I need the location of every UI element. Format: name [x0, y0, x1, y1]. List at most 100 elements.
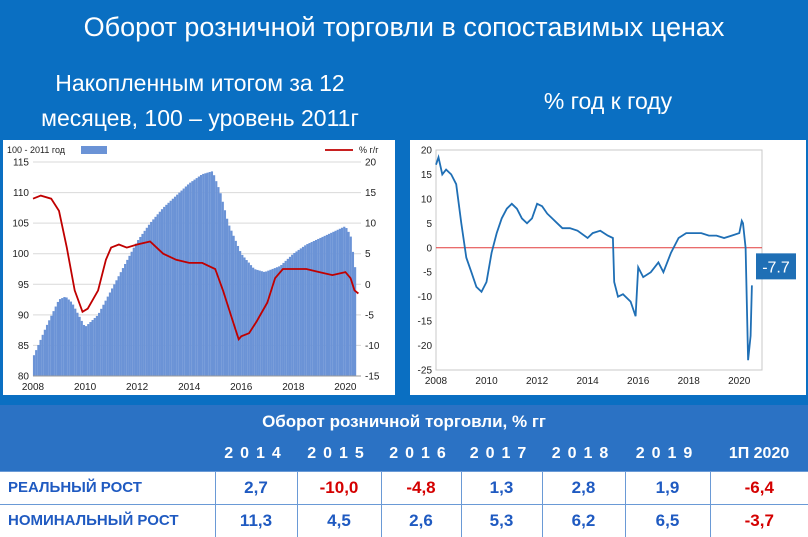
y-right-tick-label: -5: [365, 310, 374, 321]
bar: [191, 181, 194, 376]
table-cell: 6,5: [624, 503, 710, 537]
bar: [189, 182, 192, 376]
bar: [299, 248, 302, 376]
bar: [134, 243, 138, 376]
bar: [69, 301, 73, 376]
bar: [167, 202, 170, 376]
bar: [239, 251, 242, 376]
x-tick-label: 2008: [425, 376, 448, 387]
bar: [308, 243, 311, 376]
table-cell: 1,3: [460, 470, 542, 504]
bar: [108, 292, 112, 376]
plot-frame: [435, 149, 763, 371]
bar: [312, 240, 315, 376]
table-cell: 6,2: [541, 503, 625, 537]
bar: [262, 271, 266, 376]
bar: [132, 247, 135, 376]
bar: [52, 311, 55, 376]
left-chart: 80 85 90 95 100 105 110 115 -15 -10 -5 0 5 10 15 20 2008…: [7, 145, 380, 393]
y-right-tick-label: 10: [365, 219, 377, 230]
table-header-2016: 2016: [381, 438, 461, 471]
table-row-real: РЕАЛЬНЫЙ РОСТ 2,7 -10,0 -4,8 1,3 2,8 1,9…: [0, 470, 808, 504]
bar: [152, 219, 155, 376]
bar: [113, 284, 116, 376]
table-header-empty: [0, 438, 215, 471]
bar: [95, 315, 99, 376]
right-chart-subtitle: % год к году: [543, 88, 673, 114]
bar: [295, 251, 298, 376]
bar: [319, 237, 322, 376]
bar: [43, 329, 46, 376]
bar: [247, 262, 250, 376]
bar: [35, 350, 38, 376]
y-tick-label: 15: [421, 170, 433, 181]
legend-bars-swatch: [81, 146, 107, 154]
bar: [256, 269, 259, 376]
left-chart-panel: 80 85 90 95 100 105 110 115 -15 -10 -5 0 5 10 15 20 2008…: [3, 140, 395, 395]
bar: [102, 304, 105, 376]
bar: [45, 324, 49, 376]
bar: [199, 175, 203, 376]
table-header-2017: 2017: [461, 438, 542, 471]
bar: [106, 296, 109, 376]
left-subtitle-line1: Накопленным итогом за 12: [55, 70, 345, 96]
bar: [215, 181, 218, 376]
left-subtitle-line2: месяцев, 100 – уровень 2011г: [41, 105, 359, 131]
bar: [347, 231, 350, 376]
bar: [145, 227, 148, 376]
bar: [117, 276, 120, 376]
bar: [317, 238, 320, 376]
bar: [158, 211, 161, 376]
bar: [98, 312, 101, 376]
left-chart-subtitle: Накопленным итогом за 12 месяцев, 100 – …: [5, 66, 395, 136]
bar: [278, 266, 281, 376]
bar: [93, 317, 96, 376]
table-cell: -4,8: [380, 470, 461, 504]
bar: [78, 316, 81, 376]
bar: [210, 171, 214, 376]
bar: [288, 256, 292, 376]
x-tick-label: 2010: [475, 376, 498, 387]
bar: [330, 232, 333, 376]
bar: [338, 228, 342, 376]
bar: [349, 236, 352, 376]
bar: [150, 221, 153, 376]
bar: [54, 306, 57, 376]
bar: [171, 198, 174, 376]
bar: [269, 269, 272, 376]
bar: [228, 225, 231, 376]
y-left-tick-label: 110: [13, 188, 29, 199]
row-label-real: РЕАЛЬНЫЙ РОСТ: [0, 470, 215, 504]
table-cell: 2,6: [380, 503, 461, 537]
bar: [74, 308, 77, 376]
bar: [265, 271, 268, 376]
bar: [284, 260, 287, 376]
bar: [230, 230, 233, 376]
y-left-tick-label: 100: [12, 249, 29, 260]
bar: [286, 258, 289, 376]
legend-bars-label: 100 - 2011 год: [7, 145, 66, 155]
bar: [332, 231, 335, 376]
y-right-tick-label: 0: [365, 280, 371, 291]
bar: [163, 206, 166, 376]
bar: [258, 270, 261, 376]
bar: [137, 240, 140, 376]
bar: [327, 233, 331, 376]
bar: [104, 300, 107, 376]
bar: [32, 355, 36, 376]
bar: [165, 204, 168, 376]
x-tick-label: 2020: [728, 376, 751, 387]
bar: [301, 246, 305, 376]
bar: [39, 339, 42, 376]
y-left-tick-label: 90: [18, 310, 30, 321]
y-tick-label: -20: [418, 341, 433, 352]
bar: [197, 176, 201, 376]
table-header-2018: 2018: [542, 438, 625, 471]
bar: [345, 228, 348, 376]
bar: [85, 326, 88, 376]
bar: [280, 264, 283, 376]
bar: [245, 260, 248, 376]
x-tick-label: 2012: [526, 376, 549, 387]
bar: [351, 251, 355, 376]
bar: [111, 288, 114, 376]
